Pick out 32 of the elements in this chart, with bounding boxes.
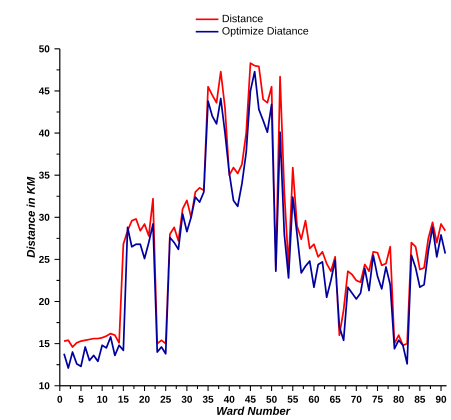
- x-tick-label: 15: [118, 396, 129, 403]
- y-tick-label: 50: [39, 45, 50, 53]
- y-tick-label: 20: [39, 298, 50, 306]
- x-tick-label: 20: [139, 396, 150, 403]
- x-tick-label: 10: [97, 396, 108, 403]
- legend-label: Optimize Diatance: [222, 27, 308, 37]
- x-tick-label: 25: [160, 396, 171, 403]
- x-tick-label: 65: [330, 396, 340, 403]
- x-tick-label: 45: [245, 396, 256, 403]
- x-tick-label: 60: [308, 396, 320, 403]
- x-tick-label: 55: [288, 396, 298, 403]
- y-tick-label: 25: [39, 256, 50, 264]
- legend-label: Distance: [222, 14, 263, 22]
- y-tick-label: 40: [38, 130, 50, 137]
- x-tick-label: 0: [57, 396, 62, 403]
- y-tick-label: 45: [38, 88, 50, 95]
- x-tick-label: 85: [414, 396, 426, 403]
- x-tick-label: 70: [351, 396, 362, 403]
- y-tick-label: 15: [39, 340, 50, 348]
- y-tick-label: 10: [39, 382, 50, 390]
- x-axis-title: Ward Number: [217, 406, 291, 416]
- x-tick-label: 40: [224, 396, 234, 403]
- x-tick-label: 80: [393, 396, 404, 403]
- x-tick-label: 5: [78, 396, 84, 403]
- x-tick-label: 90: [436, 396, 446, 403]
- x-tick-label: 75: [372, 396, 383, 403]
- x-tick-label: 35: [202, 396, 214, 403]
- y-axis-title: Distance in KM: [26, 176, 35, 258]
- y-tick-label: 35: [38, 172, 50, 179]
- x-tick-label: 50: [266, 396, 277, 403]
- x-tick-label: 30: [182, 396, 192, 403]
- y-tick-label: 30: [38, 214, 50, 222]
